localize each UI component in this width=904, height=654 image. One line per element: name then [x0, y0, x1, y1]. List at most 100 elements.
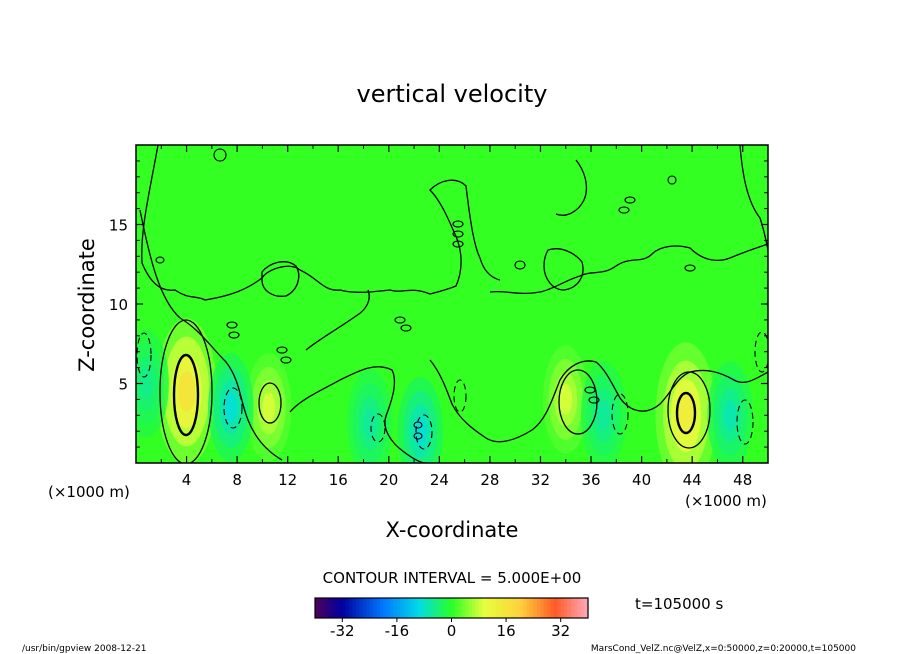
- colorbar-swatch: [424, 598, 429, 618]
- colorbar-swatch: [499, 598, 504, 618]
- colorbar-swatch: [536, 598, 541, 618]
- colorbar-swatch: [400, 598, 405, 618]
- colorbar-swatch: [376, 598, 381, 618]
- updraft-cell-2: [543, 345, 589, 454]
- y-tick-label: 15: [109, 217, 128, 235]
- colorbar-swatch: [335, 598, 340, 618]
- contour-downdraft-4: [453, 379, 467, 413]
- x-tick-label: 20: [379, 471, 398, 489]
- contour-zero-closed-2: [261, 261, 300, 297]
- colorbar-swatch: [471, 598, 476, 618]
- colorbar-swatch: [550, 598, 555, 618]
- colorbar-swatch: [465, 598, 470, 618]
- contour-updraft-mid-left: [258, 382, 282, 424]
- contour-downdraft-7: [136, 332, 152, 378]
- colorbar-swatch: [577, 598, 582, 618]
- colorbar-swatch: [417, 598, 422, 618]
- contour-zero-upper: [141, 145, 501, 301]
- colorbar-swatch: [543, 598, 548, 618]
- contour-updraft-left-outer: [159, 319, 213, 463]
- colorbar-swatch: [379, 598, 384, 618]
- velocity-field: [136, 318, 753, 463]
- contour-zero-branch: [305, 289, 370, 351]
- colorbar-tick-label: -32: [330, 622, 355, 640]
- colorbar-swatch: [437, 598, 442, 618]
- colorbar-swatch: [540, 598, 545, 618]
- time-label: t=105000 s: [635, 595, 723, 613]
- colorbar-swatch: [393, 598, 398, 618]
- colorbar-swatch: [359, 598, 364, 618]
- contour-downdraft-3: [370, 413, 386, 443]
- x-tick-label: 40: [632, 471, 651, 489]
- x-axis-label: X-coordinate: [386, 518, 519, 542]
- contour-downdraft-8: [754, 331, 768, 373]
- contour-downdraft-5: [611, 393, 629, 435]
- colorbar-ticks: -32 -16 0 16 32: [330, 618, 570, 640]
- x-tick-label: 12: [278, 471, 297, 489]
- downdraft-cell-6: [347, 369, 393, 463]
- colorbar-swatch: [468, 598, 473, 618]
- y-axis: 5 10 15: [109, 160, 768, 448]
- colorbar-swatch: [574, 598, 579, 618]
- contour-updraft-right-strong: [675, 391, 697, 435]
- contour-zero-mid: [289, 366, 427, 463]
- contour-zero-lower: [429, 359, 768, 443]
- colorbar-swatch: [338, 598, 343, 618]
- colorbar-swatch: [475, 598, 480, 618]
- colorbar-swatch: [584, 598, 589, 618]
- colorbar-swatch: [512, 598, 517, 618]
- colorbar-swatch: [519, 598, 524, 618]
- colorbar-swatch: [451, 598, 456, 618]
- colorbar-swatch: [434, 598, 439, 618]
- y-tick-label: 10: [109, 296, 128, 314]
- colorbar-tick-label: 16: [497, 622, 516, 640]
- colorbar-swatch: [509, 598, 514, 618]
- contour-downdraft-1: [223, 387, 243, 429]
- colorbar-swatches: [315, 598, 589, 618]
- y-axis-label: Z-coordinate: [75, 238, 99, 372]
- colorbar-swatch: [390, 598, 395, 618]
- contour-downdraft-2: [415, 414, 433, 450]
- colorbar-swatch: [567, 598, 572, 618]
- colorbar-swatch: [553, 598, 558, 618]
- footer-left: /usr/bin/gpview 2008-12-21: [22, 644, 146, 654]
- colorbar-swatch: [355, 598, 360, 618]
- colorbar-swatch: [482, 598, 487, 618]
- contour-zero-right: [489, 243, 768, 295]
- colorbar-swatch: [529, 598, 534, 618]
- colorbar-swatch: [495, 598, 500, 618]
- colorbar-swatch: [373, 598, 378, 618]
- colorbar-swatch: [560, 598, 565, 618]
- x-tick-label: 8: [232, 471, 242, 489]
- colorbar-swatch: [478, 598, 483, 618]
- x-axis: 4 8 12 16 20 24 28 32 36 40 44 48: [160, 145, 752, 489]
- x-tick-label: 16: [329, 471, 348, 489]
- colorbar-swatch: [458, 598, 463, 618]
- y-tick-label: 5: [118, 376, 128, 394]
- x-unit-left: (×1000 m): [48, 483, 130, 501]
- colorbar-swatch: [581, 598, 586, 618]
- downdraft-cell-7: [580, 361, 627, 463]
- colorbar-tick-label: 0: [447, 622, 457, 640]
- colorbar-swatch: [564, 598, 569, 618]
- colorbar-swatch: [396, 598, 401, 618]
- downdraft-cell-4: [208, 353, 254, 462]
- colorbar-swatch: [413, 598, 418, 618]
- colorbar-swatch: [410, 598, 415, 618]
- colorbar-swatch: [489, 598, 494, 618]
- contour-zero-left-column: [139, 209, 283, 461]
- downdraft-cell-5: [397, 377, 444, 463]
- colorbar-swatch: [557, 598, 562, 618]
- x-unit-right: (×1000 m): [685, 492, 767, 510]
- x-tick-label: 44: [683, 471, 702, 489]
- colorbar-swatch: [526, 598, 531, 618]
- colorbar-swatch: [454, 598, 459, 618]
- colorbar-swatch: [321, 598, 326, 618]
- contour-lines: [136, 145, 768, 463]
- colorbar-swatch: [325, 598, 330, 618]
- x-tick-label: 32: [531, 471, 550, 489]
- colorbar-swatch: [523, 598, 528, 618]
- x-tick-label: 36: [581, 471, 600, 489]
- colorbar-swatch: [448, 598, 453, 618]
- colorbar-swatch: [516, 598, 521, 618]
